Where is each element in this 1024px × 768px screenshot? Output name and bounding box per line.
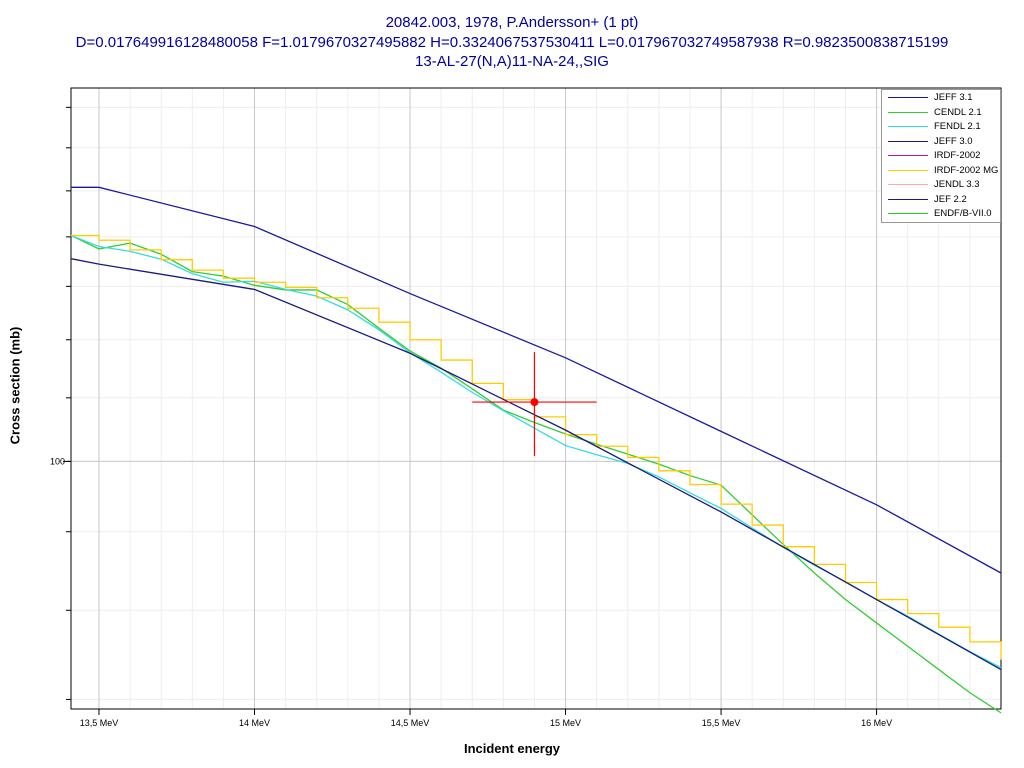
- chart-title: 20842.003, 1978, P.Andersson+ (1 pt): [385, 14, 639, 31]
- experimental-points-layer: [472, 352, 597, 457]
- plot-frame: [70, 87, 1002, 710]
- series-line-fendl-2-1: [70, 234, 1002, 669]
- legend-swatch: [888, 184, 928, 185]
- legend-item: CENDL 2.1: [882, 105, 1000, 120]
- y-axis-label: Cross section (mb): [7, 326, 23, 445]
- legend-label: FENDL 2.1: [934, 121, 981, 132]
- legend-item: JENDL 3.3: [882, 177, 1000, 192]
- legend-item: IRDF-2002 MG: [882, 163, 1000, 178]
- legend-swatch: [888, 140, 928, 142]
- legend-label: IRDF-2002: [934, 150, 981, 161]
- series-line-jeff-3-1: [71, 186, 1002, 574]
- x-tick-label: 13,5 MeV: [80, 718, 119, 728]
- legend-label: CENDL 2.1: [934, 106, 982, 118]
- legend-swatch: [888, 213, 928, 214]
- chart-subtitle: D=0.017649916128480058 F=1.0179670327495…: [75, 34, 949, 51]
- series-line-jef-2-2: [70, 258, 1002, 671]
- chart-reaction: 13-AL-27(N,A)11-NA-24,,SIG: [415, 53, 609, 70]
- x-tick-label: 15,5 MeV: [702, 718, 741, 728]
- x-tick-label: 14,5 MeV: [391, 718, 430, 728]
- legend-swatch: [888, 155, 928, 156]
- x-tick-label: 16 MeV: [861, 718, 892, 728]
- legend-item: IRDF-2002: [882, 148, 1000, 163]
- series-line-cendl-2-1: [70, 234, 1002, 714]
- legend-item: JEFF 3.1: [882, 90, 1000, 105]
- legend-swatch: [888, 169, 928, 171]
- legend-swatch: [888, 198, 928, 200]
- x-tick-label: 14 MeV: [239, 718, 270, 728]
- series-layer: [70, 186, 1002, 714]
- legend-label: IRDF-2002 MG: [934, 164, 999, 176]
- legend-item: JEFF 3.0: [882, 134, 1000, 149]
- series-line-irdf-2002-mg: [71, 234, 1002, 660]
- legend-label: JEF 2.2: [934, 193, 967, 205]
- legend-item: ENDF/B-VII.0: [882, 206, 1000, 221]
- legend-item: JEF 2.2: [882, 192, 1000, 207]
- grid-layer: [71, 88, 1002, 709]
- ticks-layer: 13,5 MeV 14 MeV 14,5 MeV 15 MeV 15,5 MeV 16 M…: [50, 106, 892, 728]
- legend-swatch: [888, 126, 928, 127]
- data-point: [530, 398, 539, 407]
- legend-label: JEFF 3.1: [934, 92, 973, 103]
- legend-swatch: [888, 111, 928, 113]
- legend: JEFF 3.1 CENDL 2.1 FENDL 2.1 JEFF 3.0 IRDF-2…: [881, 89, 1001, 223]
- x-tick-label: 15 MeV: [550, 718, 581, 728]
- x-axis-label: Incident energy: [463, 741, 561, 756]
- legend-label: JEFF 3.0: [934, 135, 973, 147]
- legend-label: JENDL 3.3: [934, 179, 980, 190]
- y-tick-label: 100: [50, 456, 65, 466]
- legend-label: ENDF/B-VII.0: [934, 208, 992, 219]
- legend-swatch: [888, 97, 928, 98]
- legend-item: FENDL 2.1: [882, 119, 1000, 134]
